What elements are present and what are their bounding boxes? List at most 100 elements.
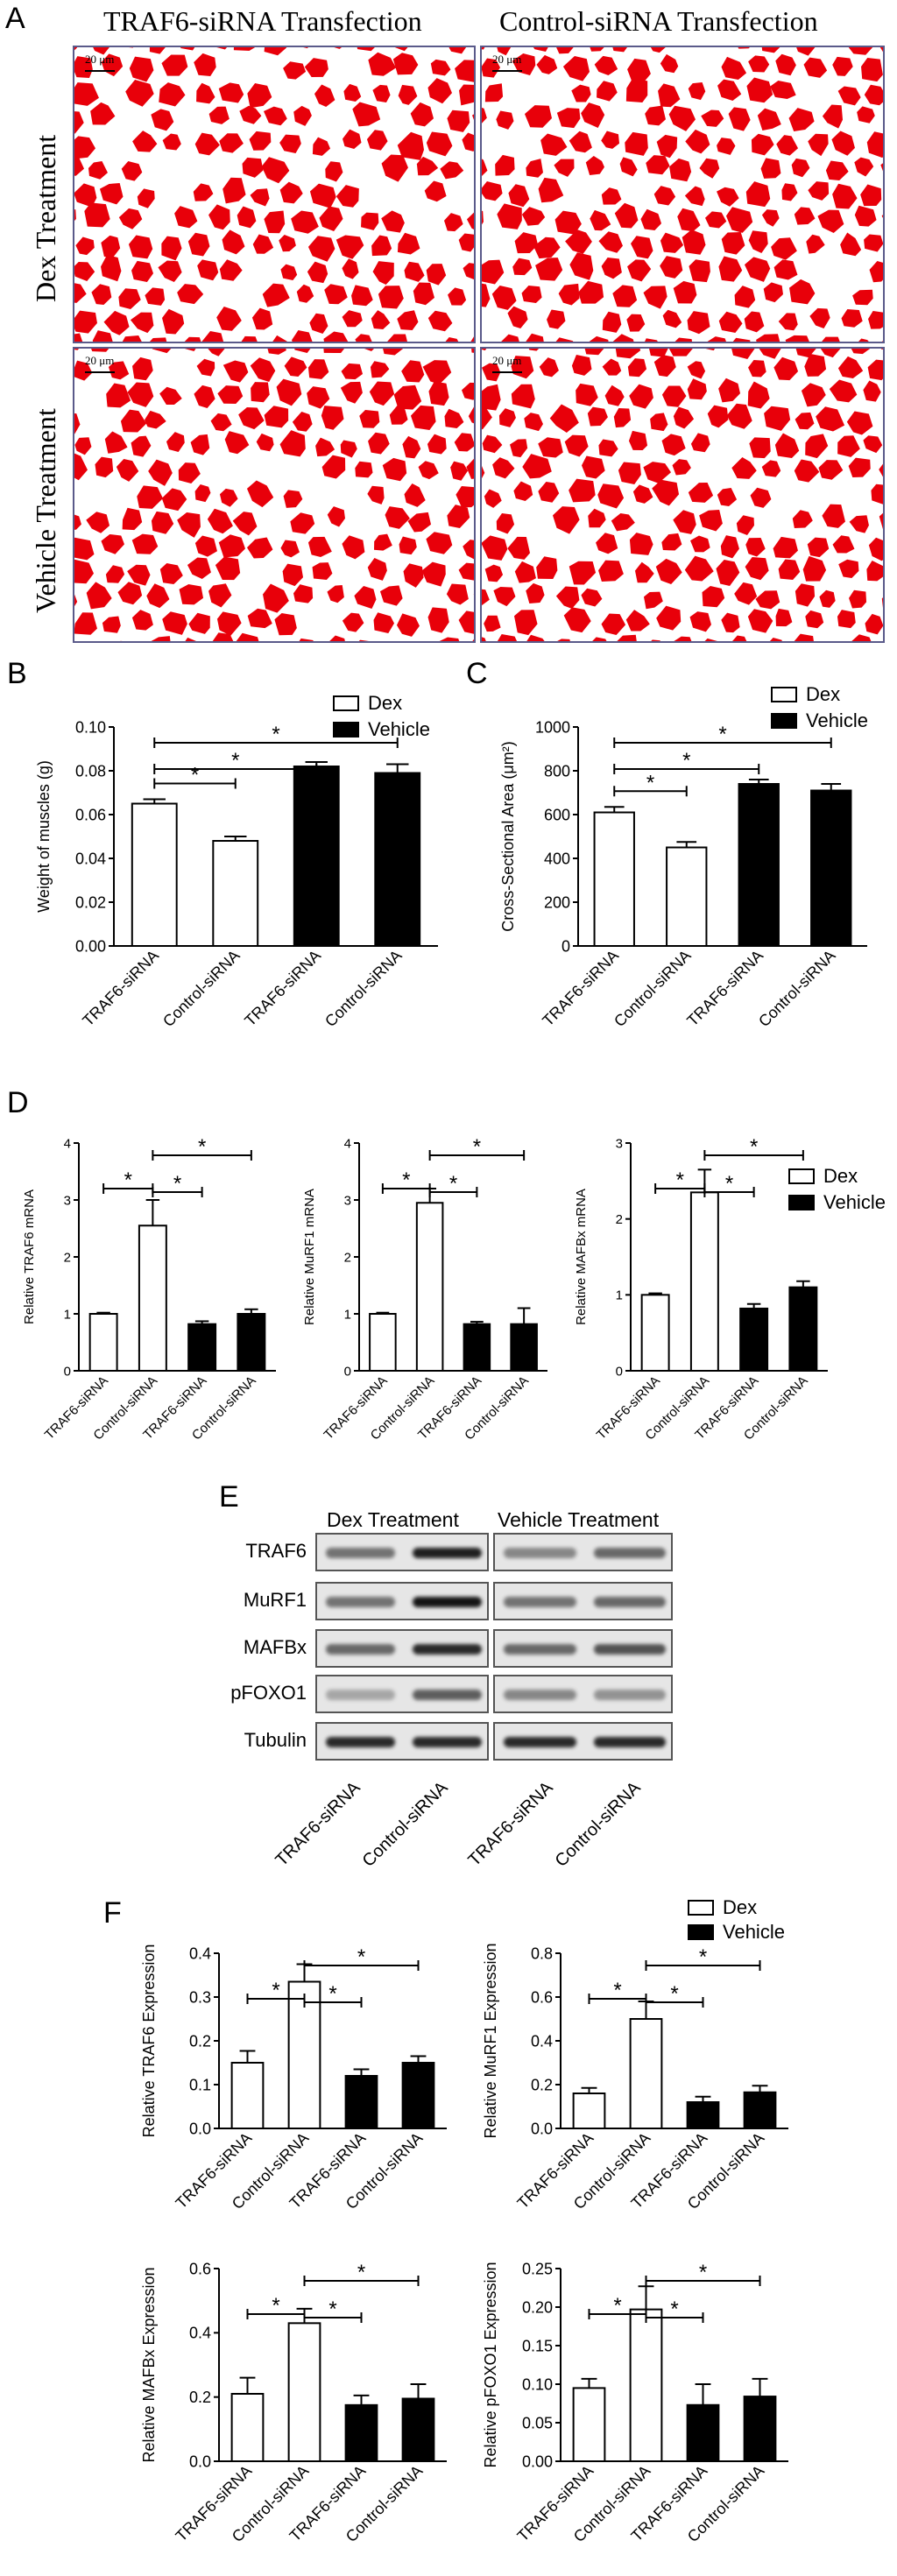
muscle-fiber: [482, 406, 492, 430]
muscle-fiber: [611, 512, 635, 532]
muscle-fiber: [582, 455, 605, 479]
muscle-fiber: [443, 213, 463, 232]
muscle-fiber: [137, 188, 155, 208]
muscle-fiber: [280, 264, 298, 281]
muscle-fiber: [588, 508, 606, 528]
significance-star: *: [699, 1945, 707, 1969]
muscle-fiber: [557, 639, 570, 641]
y-tick-label: 800: [544, 762, 570, 780]
y-tick-label: 0.20: [522, 2298, 553, 2316]
blot-membrane: [315, 1629, 489, 1668]
muscle-fiber: [832, 535, 855, 554]
bar: [640, 1294, 670, 1372]
muscle-fiber: [820, 349, 841, 358]
muscle-fiber: [528, 349, 540, 351]
chart-svg: 0 200 400 600 800 1000 Cross-Sectional Area (μ…: [499, 718, 867, 1030]
bar: [788, 1286, 818, 1373]
muscle-fiber: [293, 105, 312, 126]
muscle-fiber: [789, 279, 816, 305]
muscle-fiber: [116, 458, 139, 482]
y-tick-label: 0: [344, 1364, 351, 1379]
muscle-fiber: [689, 611, 712, 632]
muscle-fiber: [643, 462, 672, 483]
muscle-fiber: [808, 181, 830, 201]
muscle-fiber: [179, 583, 204, 605]
muscle-fiber: [428, 381, 449, 406]
chart-murf1-mrna: 0 1 2 3 4 Relative MuRF1 mRNA TRAF6-siRNA Contr…: [298, 1117, 561, 1467]
muscle-fiber: [864, 234, 883, 252]
muscle-fiber: [74, 47, 78, 51]
muscle-fiber: [373, 612, 394, 634]
legend-dex-swatch: [771, 687, 797, 702]
muscle-fiber: [187, 232, 210, 257]
muscle-fiber: [74, 413, 81, 434]
muscle-fiber: [74, 209, 76, 222]
muscle-fiber: [194, 53, 216, 77]
muscle-fiber: [805, 434, 829, 459]
muscle-fiber: [144, 410, 166, 429]
muscle-fiber: [794, 459, 820, 483]
muscle-fiber: [552, 506, 580, 534]
muscle-fiber: [102, 616, 121, 633]
y-tick-label: 0.00: [75, 937, 106, 955]
muscle-fiber: [261, 157, 290, 184]
muscle-fiber: [216, 47, 228, 50]
muscle-fiber: [861, 58, 883, 82]
muscle-fiber: [718, 378, 741, 403]
muscle-fiber: [455, 60, 474, 82]
muscle-fiber: [761, 209, 780, 227]
y-tick-label: 0.25: [522, 2260, 553, 2277]
muscle-fiber: [101, 235, 121, 258]
muscle-fiber: [717, 487, 738, 506]
muscle-fiber: [672, 459, 691, 476]
muscle-fiber: [274, 612, 297, 636]
muscle-fiber: [674, 636, 692, 641]
muscle-fiber: [393, 385, 422, 410]
muscle-fiber: [74, 640, 75, 641]
muscle-fiber: [427, 310, 453, 332]
muscle-fiber: [247, 83, 272, 109]
legend-dex-label: Dex: [823, 1165, 858, 1187]
y-tick-label: 1: [64, 1307, 71, 1322]
muscle-fiber: [702, 585, 725, 608]
muscle-fiber: [643, 591, 663, 610]
muscle-fiber: [184, 349, 196, 351]
panel-e-letter: E: [219, 1480, 239, 1514]
muscle-fiber: [448, 47, 467, 54]
muscle-fiber: [381, 154, 408, 182]
muscle-fiber: [484, 615, 501, 632]
muscle-fiber: [212, 632, 234, 641]
muscle-fiber: [482, 283, 491, 307]
bar: [369, 1313, 397, 1372]
legend-vehicle-swatch: [333, 722, 359, 738]
muscle-fiber: [492, 457, 515, 479]
muscle-fiber: [598, 439, 618, 457]
muscle-fiber: [804, 353, 827, 377]
muscle-fiber: [462, 132, 474, 152]
muscle-fiber: [701, 109, 724, 127]
muscle-fiber: [604, 385, 625, 406]
muscle-fiber: [482, 210, 484, 225]
muscle-fiber: [370, 361, 390, 378]
muscle-fiber: [427, 434, 447, 455]
blot-band: [593, 1548, 666, 1558]
muscle-fiber: [612, 334, 634, 342]
muscle-fiber: [597, 81, 618, 102]
muscle-fiber: [256, 433, 274, 452]
muscle-fiber: [690, 433, 710, 453]
bar: [230, 2062, 265, 2129]
significance-star: *: [357, 2261, 365, 2284]
muscle-fiber: [536, 54, 558, 74]
bar: [463, 1323, 491, 1372]
micrograph-traf6-dex: 20 μm: [73, 46, 476, 343]
category-label: Control-siRNA: [159, 947, 243, 1030]
row-heading-dex: Dex Treatment: [30, 134, 61, 302]
muscle-fiber: [264, 47, 287, 56]
significance-star: *: [272, 723, 279, 746]
muscle-fiber: [704, 638, 717, 641]
muscle-fiber: [250, 357, 276, 383]
muscle-fiber: [394, 47, 408, 52]
y-tick-label: 0.00: [522, 2452, 553, 2470]
